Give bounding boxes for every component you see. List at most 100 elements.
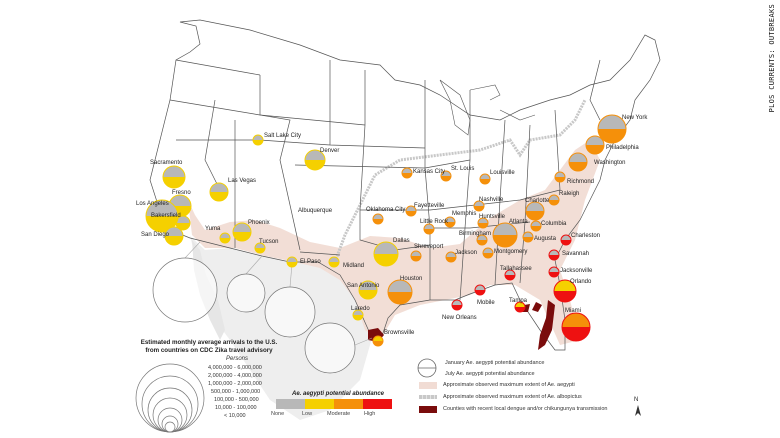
label-low: Low [302,411,313,417]
city-label: Shreveport [414,244,444,250]
city-marker [373,241,399,267]
city-label: Midland [343,263,365,269]
jan-jul-circle-key [417,358,437,378]
city-marker [410,250,422,262]
city-marker [477,217,489,229]
city-label: El Paso [300,259,321,265]
range-4: 100,000 - 500,000 [214,397,259,403]
city-marker [525,201,545,221]
city-label: Salt Lake City [264,133,302,139]
city-marker [209,182,229,202]
city-label: San Diego [141,232,170,238]
city-marker [328,256,340,268]
city-label: Los Angeles [136,201,169,207]
persons-label: Persons [226,356,249,362]
range-1: 2,000,000 - 4,000,000 [208,373,262,379]
key-aegypti: Approximate observed maximum extent of A… [443,382,575,388]
swatch-none [276,399,305,409]
range-6: < 10,000 [224,413,246,419]
city-marker [548,194,560,206]
city-label: Dallas [393,238,410,244]
city-marker [522,231,534,243]
city-label: Raleigh [559,191,580,197]
city-marker [286,256,298,268]
city-marker [548,266,560,278]
city-label: Birmingham [459,231,492,237]
city-label: Charlotte [525,198,550,204]
city-label: Huntsville [479,214,506,220]
city-label: Mobile [477,300,495,306]
city-marker [560,234,572,246]
arrival-circle [152,257,218,323]
city-marker [473,200,485,212]
city-label: Brownsville [384,330,415,336]
label-moderate: Moderate [327,411,351,417]
swatch-moderate [334,399,363,409]
key-january: January Ae. aegypti potential abundance [445,360,545,366]
city-label: Albuquerque [298,208,333,214]
city-marker [492,222,518,248]
city-label: New Orleans [442,315,477,321]
city-label: San Antonio [347,283,380,289]
city-label: Memphis [452,211,477,217]
city-marker [474,284,486,296]
aegypti-extent [188,140,600,345]
key-albopictus: Approximate observed maximum extent of A… [443,394,582,400]
city-marker [162,165,186,189]
label-high: High [364,411,376,417]
city-label: Jacksonville [560,268,593,274]
city-marker [304,149,326,171]
city-label: Laredo [351,306,370,312]
city-marker [219,232,231,244]
city-marker [352,309,364,321]
city-label: Tallahassee [500,266,532,272]
city-label: Denver [320,148,340,154]
city-marker [423,223,435,235]
city-label: Charleston [571,233,601,239]
city-label: Louisville [490,170,515,176]
city-marker [401,167,413,179]
city-marker [372,213,384,225]
swatch-low [305,399,334,409]
city-label: Phoenix [248,220,270,226]
arrivals-legend-title: Estimated monthly average arrivals to th… [128,339,290,354]
label-none: None [271,411,285,417]
city-label: Las Vegas [228,178,257,184]
city-label: St. Louis [451,166,475,172]
city-label: Richmond [567,179,595,185]
city-marker [548,249,560,261]
key-transmission-swatch [419,406,437,413]
range-0: 4,000,000 - 6,000,000 [208,365,262,371]
city-marker [164,226,184,246]
arrival-circle [226,273,266,313]
range-5: 10,000 - 100,000 [215,405,257,411]
great-lakes [439,79,536,136]
range-3: 500,000 - 1,000,000 [211,389,261,395]
key-aegypti-swatch [419,382,437,389]
city-marker [445,251,457,263]
city-marker [387,279,413,305]
north-arrow-icon [635,405,641,416]
city-marker [405,205,417,217]
city-label: Augusta [534,236,557,242]
source-credit: PLOS CURRENTS: OUTBREAKS [768,4,776,113]
city-label: New York [622,115,648,121]
swatch-high [363,399,392,409]
city-label: Houston [400,276,423,282]
city-marker [554,171,566,183]
city-label: Columbia [541,221,567,227]
arrivals-title-line2: from countries on CDC Zika travel adviso… [145,346,273,354]
key-transmission: Counties with recent local dengue and/or… [443,406,608,412]
abundance-legend-title: Ae. aegypti potential abundance [292,391,385,397]
albopictus-extent [333,99,587,263]
city-label: Little Rock [420,219,449,225]
city-marker [252,134,264,146]
city-label: Orlando [570,279,592,285]
city-marker [597,114,627,144]
city-label: Montgomery [494,249,528,255]
city-marker [585,135,605,155]
key-july: July Ae. aegypti potential abundance [445,371,535,377]
arrival-leaders [184,241,373,346]
city-marker [440,170,452,182]
